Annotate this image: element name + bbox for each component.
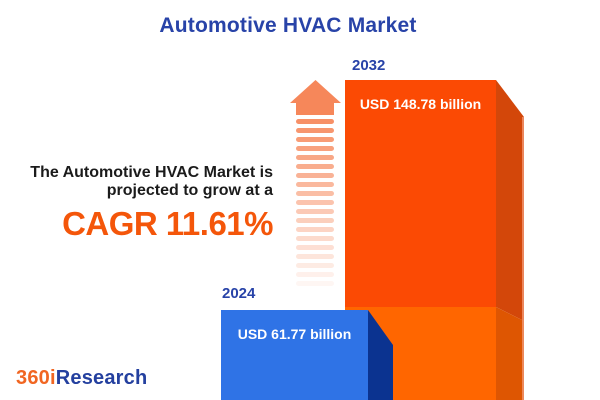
up-arrow-stripe <box>296 182 334 187</box>
up-arrow-stripe <box>296 272 334 277</box>
bar-2024-value-label: USD 61.77 billion <box>237 326 352 342</box>
company-logo: 360iResearch <box>16 367 147 390</box>
bar-2032-side-edge-highlight <box>522 117 524 400</box>
up-arrow-stripe <box>296 200 334 205</box>
logo-part-360i: 360i <box>16 367 56 389</box>
up-arrow-stripe <box>296 119 334 124</box>
up-arrow-stripe <box>296 173 334 178</box>
up-arrow-stripes <box>296 119 334 286</box>
up-arrow-stripe <box>296 236 334 241</box>
bar-2032-face-top <box>345 80 496 307</box>
up-arrow-stripe <box>296 254 334 259</box>
up-arrow-stripe <box>296 191 334 196</box>
logo-part-research: Research <box>55 367 148 389</box>
up-arrow-stripe <box>296 155 334 160</box>
page-title: Automotive HVAC Market <box>159 14 417 37</box>
bar-2024-year-label: 2024 <box>222 285 256 302</box>
bar-2032-value-label: USD 148.78 billion <box>359 96 482 112</box>
up-arrow-stripe <box>296 146 334 151</box>
up-arrow-stripe <box>296 128 334 133</box>
up-arrow-stripe <box>296 227 334 232</box>
growth-note: The Automotive HVAC Market is projected … <box>30 164 273 243</box>
up-arrow-stripe <box>296 218 334 223</box>
bar-2032-side-top <box>496 80 524 321</box>
growth-note-line2: projected to grow at a <box>106 182 273 199</box>
up-arrow-stripe <box>296 164 334 169</box>
bar-2032-year-label: 2032 <box>352 57 386 74</box>
bar-2032-side-bottom <box>496 307 524 400</box>
bar-2024-side <box>368 310 393 400</box>
up-arrow-icon <box>290 80 341 286</box>
up-arrow-head <box>290 80 341 115</box>
up-arrow-stripe <box>296 281 334 286</box>
growth-note-line1: The Automotive HVAC Market is <box>30 164 273 181</box>
bar-2024-face <box>221 310 368 400</box>
cagr-value: CAGR 11.61% <box>62 205 273 242</box>
up-arrow-stripe <box>296 137 334 142</box>
up-arrow-stripe <box>296 263 334 268</box>
up-arrow-stripe <box>296 209 334 214</box>
up-arrow-stripe <box>296 245 334 250</box>
bar-2024 <box>221 310 393 400</box>
